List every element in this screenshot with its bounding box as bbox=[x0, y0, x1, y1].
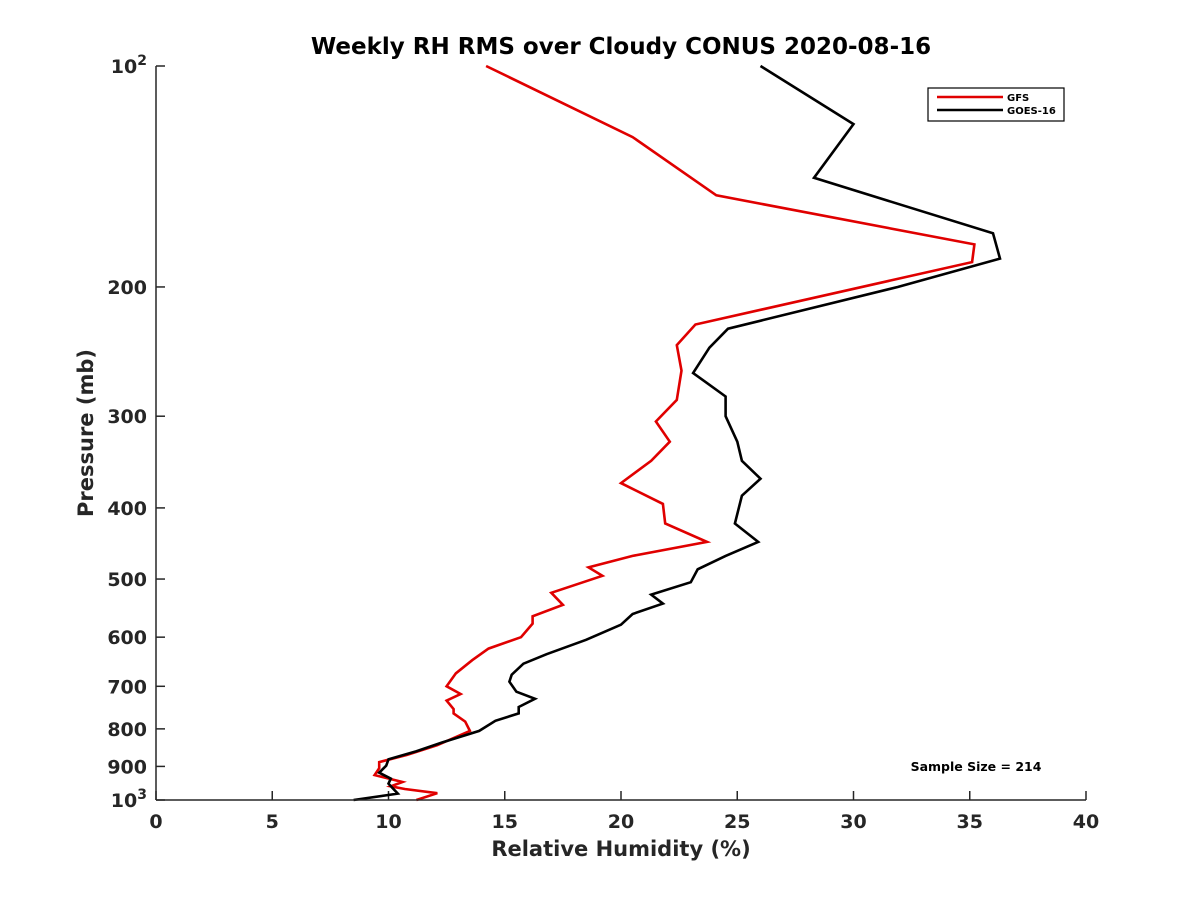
series-line-goes16 bbox=[353, 64, 1002, 802]
y-tick-label: 500 bbox=[107, 569, 147, 591]
series-line-gfs bbox=[372, 64, 976, 802]
y-tick-label: 102 bbox=[111, 53, 147, 78]
x-tick-label: 10 bbox=[375, 811, 401, 833]
y-tick-label: 300 bbox=[107, 406, 147, 428]
x-tick-label: 5 bbox=[266, 811, 279, 833]
y-tick-label: 600 bbox=[107, 627, 147, 649]
legend-box bbox=[927, 87, 1065, 122]
y-tick-label: 800 bbox=[107, 719, 147, 741]
x-axis-title: Relative Humidity (%) bbox=[491, 837, 750, 861]
legend: GFS GOES-16 bbox=[927, 87, 1065, 122]
x-tick-label: 40 bbox=[1073, 811, 1099, 833]
legend-label-goes16: GOES-16 bbox=[1007, 106, 1056, 117]
x-tick-label: 20 bbox=[608, 811, 634, 833]
y-tick-label: 400 bbox=[107, 498, 147, 520]
x-tick-label: 35 bbox=[957, 811, 983, 833]
y-tick-label: 900 bbox=[107, 756, 147, 778]
x-tick-label: 30 bbox=[840, 811, 866, 833]
x-tick-label: 25 bbox=[724, 811, 750, 833]
y-tick-label: 103 bbox=[111, 787, 147, 812]
y-tick-label: 700 bbox=[107, 676, 147, 698]
y-axis-ticks: 102 200 300 400 500 600 700 800 900 103 bbox=[107, 53, 165, 812]
sample-size-annotation: Sample Size = 214 bbox=[911, 759, 1042, 774]
chart-title: Weekly RH RMS over Cloudy CONUS 2020-08-… bbox=[311, 34, 931, 60]
x-axis-ticks: 0 5 10 15 20 25 30 35 40 bbox=[149, 791, 1099, 833]
x-tick-label: 0 bbox=[149, 811, 162, 833]
x-tick-label: 15 bbox=[492, 811, 518, 833]
y-tick-label: 200 bbox=[107, 277, 147, 299]
legend-label-gfs: GFS bbox=[1007, 93, 1029, 104]
series-lines bbox=[353, 64, 1002, 802]
y-axis-title: Pressure (mb) bbox=[74, 349, 98, 517]
